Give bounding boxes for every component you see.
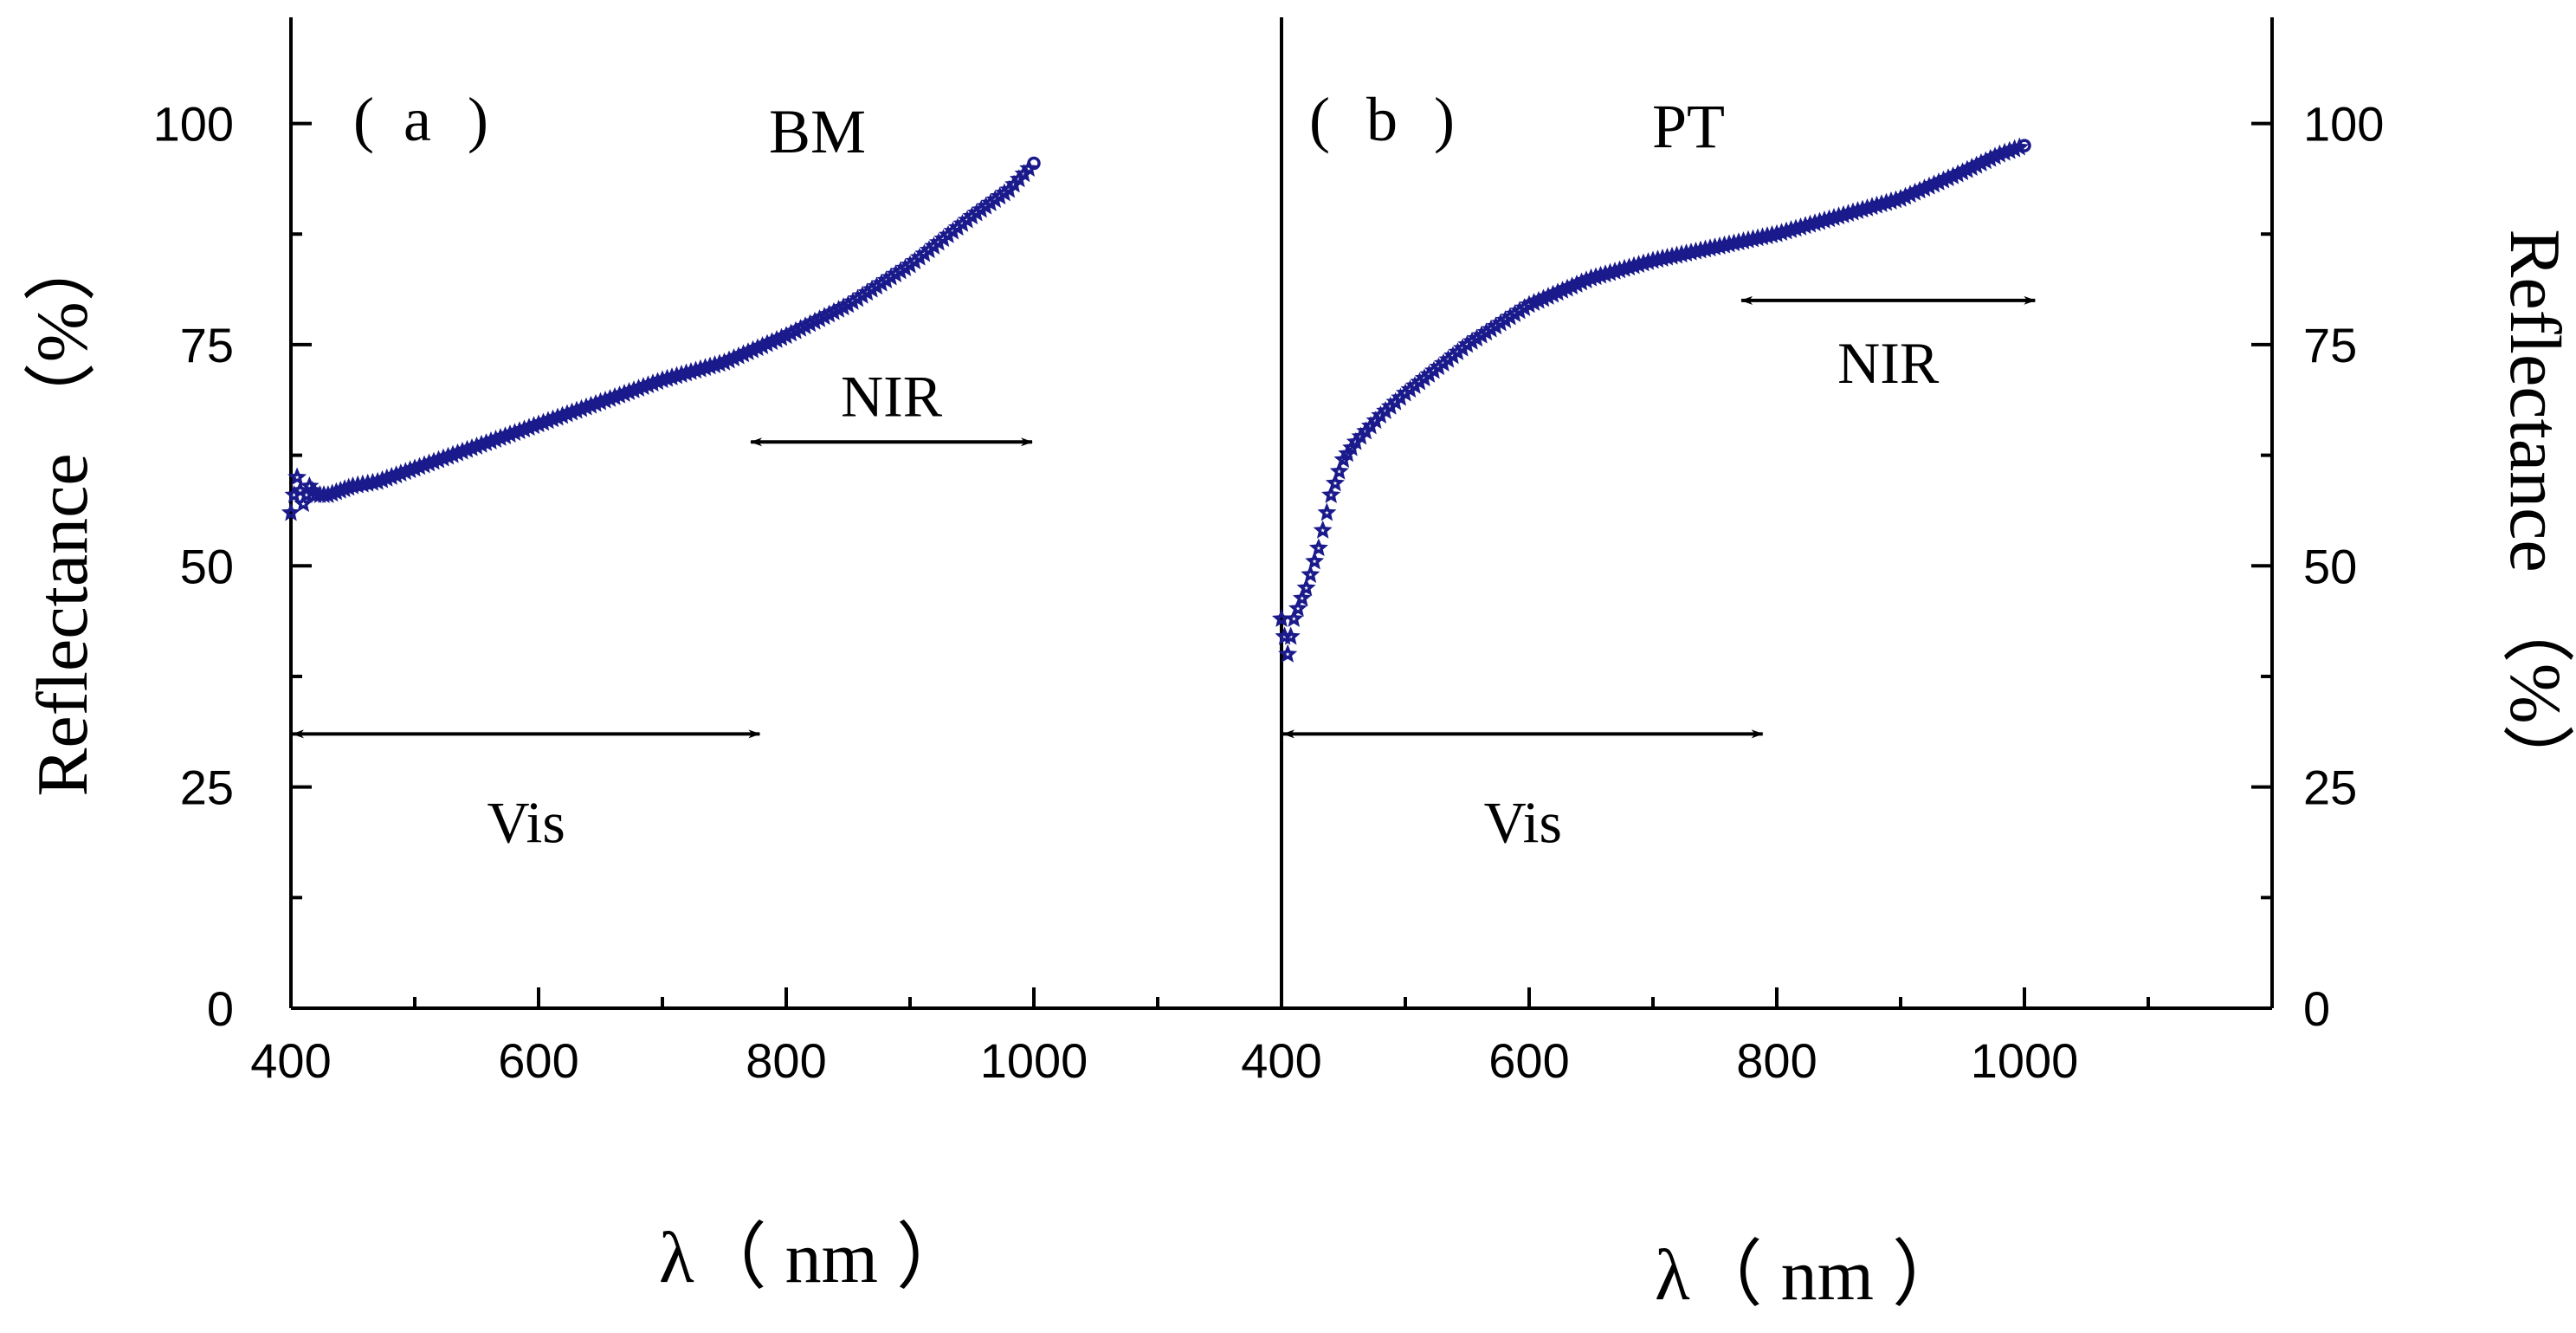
x-axis-title-a: λ（ nm ）	[659, 1218, 969, 1298]
annotation-layer: Vis NIR Vis NIR	[292, 295, 2037, 855]
panel-a-series-bm	[281, 156, 1041, 521]
panel-b-data-point	[1296, 578, 1316, 597]
panel-b-data-point	[1284, 609, 1304, 627]
panel-b-data-point	[1301, 564, 1320, 583]
panel-a-y-tick-label: 25	[180, 760, 234, 815]
panel-b-data-point	[1313, 520, 1333, 539]
panel-b-vis-label: Vis	[1484, 789, 1562, 855]
sample-label-pt: PT	[1652, 92, 1725, 161]
panel-label-b-open: (	[1309, 85, 1330, 154]
x-axis-title-b: λ（ nm ）	[1655, 1235, 1965, 1316]
panel-b-nir-label: NIR	[1837, 330, 1940, 396]
data-layer	[281, 137, 2031, 663]
panel-b-y-tick-label: 25	[2303, 760, 2357, 815]
panel-a-data-point	[281, 502, 301, 521]
panel-label-b: ( b )	[1309, 85, 1455, 154]
panel-b-series-pt	[1271, 137, 2031, 663]
panel-b-data-point	[2018, 139, 2031, 152]
panel-a-y-tick-label: 75	[180, 318, 234, 372]
panel-label-a: ( a )	[353, 85, 488, 154]
panel-a-vis-label: Vis	[487, 789, 565, 855]
panel-a-x-tick-label: 800	[746, 1033, 826, 1088]
panel-a-x-tick-label: 400	[250, 1033, 331, 1088]
panel-label-a-letter: a	[404, 85, 431, 154]
panel-a-y-tick-label: 50	[180, 539, 234, 593]
panel-a-nir-label: NIR	[841, 363, 943, 429]
panel-a-data-point	[294, 494, 313, 513]
panel-b-x-tick-label: 800	[1736, 1033, 1817, 1088]
y-axis-title-right: Reflectance （%）	[2495, 229, 2575, 796]
panel-b-y-tick-label: 100	[2303, 97, 2384, 152]
tick-layer: 400 600 800 1000 0 25 50 75 100 400 600 800 1000 0 25 5…	[153, 97, 2385, 1088]
panel-b-y-tick-label: 50	[2303, 539, 2357, 593]
panel-b-x-tick-label: 1000	[1971, 1033, 2079, 1088]
panel-b-data-point	[1321, 485, 1341, 503]
y-axis-title-left: Reflectance （%）	[23, 229, 103, 796]
panel-b-data-point	[1292, 588, 1312, 607]
panel-a-y-tick-label: 100	[153, 97, 234, 152]
plot-frame	[289, 17, 2274, 1010]
panel-b-data-point	[1308, 538, 1328, 557]
panel-a-data-point	[1019, 159, 1039, 177]
panel-b-data-point	[1329, 461, 1349, 480]
panel-label-b-letter: b	[1366, 85, 1398, 154]
sample-label-bm: BM	[769, 97, 866, 166]
panel-a-x-tick-label: 600	[498, 1033, 578, 1088]
panel-label-a-open: (	[353, 85, 374, 154]
panel-label-a-close: )	[468, 85, 488, 154]
panel-b-data-point	[1288, 599, 1308, 617]
panel-b-x-tick-label: 600	[1488, 1033, 1569, 1088]
panel-b-data-point	[1281, 626, 1301, 645]
panel-a-x-tick-label: 1000	[980, 1033, 1088, 1088]
panel-b-y-tick-label: 75	[2303, 318, 2357, 372]
panel-b-data-point	[1317, 502, 1337, 521]
panel-a-data-point	[1027, 156, 1041, 171]
panel-b-x-tick-label: 400	[1241, 1033, 1321, 1088]
panel-b-data-point	[1305, 551, 1325, 570]
panel-b-y-tick-label: 0	[2303, 981, 2330, 1036]
panel-b-data-point	[1325, 473, 1345, 492]
panel-a-data-point	[287, 467, 307, 486]
panel-a-y-tick-label: 0	[207, 981, 234, 1036]
panel-label-b-close: )	[1434, 85, 1455, 154]
panel-b-data-point	[1278, 644, 1298, 663]
